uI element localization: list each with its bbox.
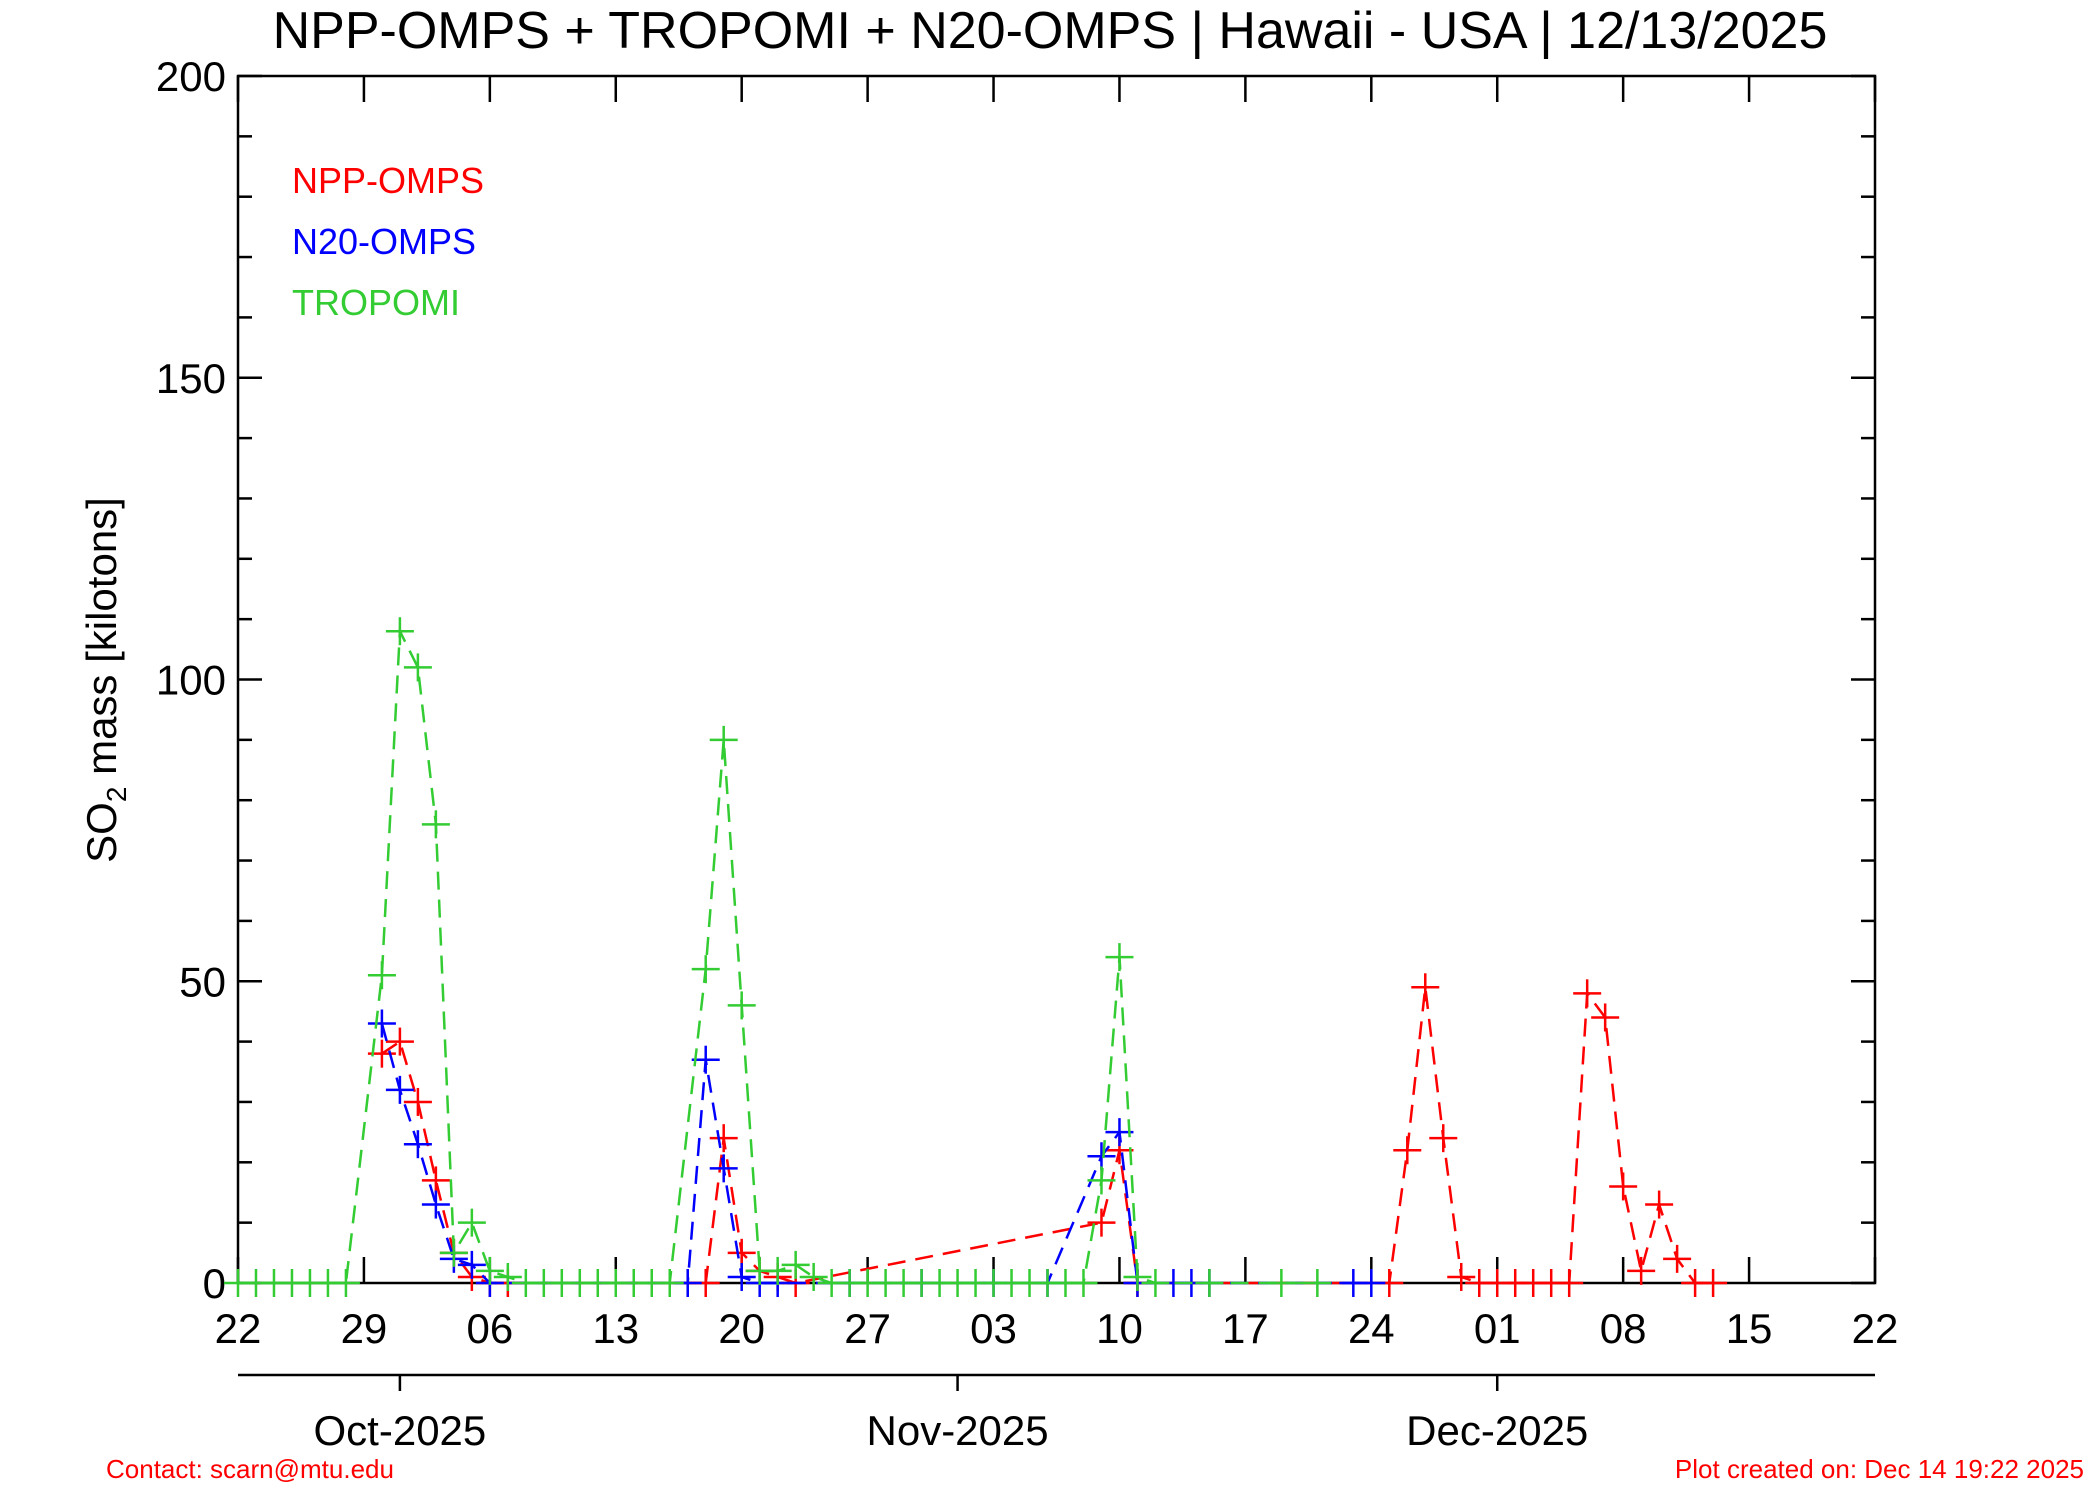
data-point: [385, 1075, 414, 1104]
legend-npp-omps: NPP-OMPS: [292, 160, 484, 201]
data-point: [709, 725, 738, 754]
data-point: [1429, 1124, 1458, 1153]
series-layer: [224, 617, 1728, 1297]
data-point: [1555, 1269, 1584, 1297]
x-tick-label: 20: [718, 1305, 765, 1352]
plot-frame: [236, 74, 1877, 1285]
data-point: [493, 1262, 522, 1291]
data-point: [1591, 1003, 1620, 1032]
x-tick-label: 22: [215, 1305, 262, 1352]
y-tick-label: 150: [156, 355, 226, 402]
data-point: [1645, 1190, 1674, 1219]
y-axis-label: SO2 mass [kilotons]: [78, 497, 132, 863]
data-point: [763, 1256, 792, 1285]
x-tick-label: 01: [1474, 1305, 1521, 1352]
x-tick-label: 08: [1600, 1305, 1647, 1352]
y-tick-label: 0: [203, 1260, 226, 1307]
contact-text: Contact: scarn@mtu.edu: [106, 1454, 394, 1484]
data-point: [457, 1250, 486, 1279]
data-point: [799, 1262, 828, 1291]
legend-tropomi: TROPOMI: [292, 282, 460, 323]
month-label: Nov-2025: [867, 1407, 1049, 1454]
data-point: [781, 1250, 810, 1279]
data-point: [1573, 979, 1602, 1008]
data-point: [1663, 1244, 1692, 1273]
data-point: [727, 991, 756, 1020]
x-tick-label: 10: [1096, 1305, 1143, 1352]
chart-title: NPP-OMPS + TROPOMI + N20-OMPS | Hawaii -…: [273, 2, 1828, 60]
data-point: [1069, 1269, 1098, 1297]
x-tick-label: 03: [970, 1305, 1017, 1352]
x-tick-label: 15: [1726, 1305, 1773, 1352]
data-point: [403, 1087, 432, 1116]
data-point: [1087, 1208, 1116, 1237]
x-tick-label: 27: [844, 1305, 891, 1352]
data-point: [1087, 1142, 1116, 1171]
legend: NPP-OMPS N20-OMPS TROPOMI: [292, 160, 484, 323]
x-tick-label: 17: [1222, 1305, 1269, 1352]
data-point: [439, 1238, 468, 1267]
data-point: [385, 617, 414, 646]
data-point: [691, 955, 720, 984]
data-point: [709, 1124, 738, 1153]
y-tick-label: 100: [156, 657, 226, 704]
data-point: [709, 1154, 738, 1183]
data-point: [655, 1269, 684, 1297]
x-tick-label: 29: [341, 1305, 388, 1352]
data-point: [385, 1027, 414, 1056]
data-point: [1105, 943, 1134, 972]
x-tick-label: 13: [592, 1305, 639, 1352]
data-point: [421, 810, 450, 839]
data-point: [403, 653, 432, 682]
y-axis: 0 50 100 150 200: [156, 53, 1875, 1307]
data-point: [367, 1009, 396, 1038]
data-point: [421, 1190, 450, 1219]
legend-n20-omps: N20-OMPS: [292, 221, 476, 262]
data-point: [421, 1166, 450, 1195]
data-point: [1447, 1262, 1476, 1291]
series-line-0: [381, 987, 1714, 1285]
data-point: [1141, 1269, 1170, 1297]
x-tick-label: 24: [1348, 1305, 1395, 1352]
data-point: [1699, 1269, 1728, 1297]
data-point: [331, 1269, 360, 1297]
month-label: Oct-2025: [314, 1407, 487, 1454]
data-point: [1303, 1269, 1332, 1297]
data-point: [1357, 1269, 1386, 1297]
series-line-2: [238, 626, 1318, 1285]
data-point: [1627, 1256, 1656, 1285]
x-tick-label: 06: [466, 1305, 513, 1352]
y-tick-label: 200: [156, 53, 226, 100]
data-point: [457, 1208, 486, 1237]
created-text: Plot created on: Dec 14 19:22 2025: [1675, 1454, 2084, 1484]
x-axis: 22 29 06 13 20 27 03 10 17 24 01 08 15 22 Oct-2025 Nov-…: [215, 76, 1899, 1454]
data-point: [367, 961, 396, 990]
series-line-1: [380, 1023, 1372, 1285]
data-point: [1609, 1172, 1638, 1201]
month-label: Dec-2025: [1406, 1407, 1588, 1454]
data-point: [1123, 1262, 1152, 1291]
data-point: [727, 1238, 756, 1267]
y-tick-label: 50: [179, 958, 226, 1005]
data-point: [1195, 1269, 1224, 1297]
data-point: [1411, 973, 1440, 1002]
data-point: [727, 1262, 756, 1291]
data-point: [403, 1130, 432, 1159]
data-point: [1393, 1136, 1422, 1165]
data-point: [1267, 1269, 1296, 1297]
data-point: [475, 1256, 504, 1285]
x-tick-label: 22: [1852, 1305, 1899, 1352]
data-point: [1087, 1166, 1116, 1195]
